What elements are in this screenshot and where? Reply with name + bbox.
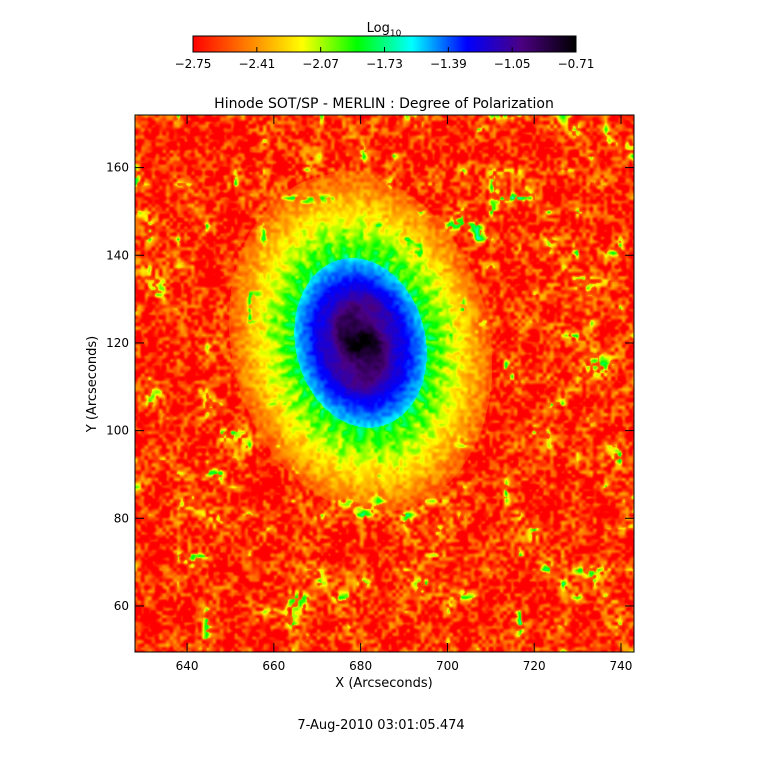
x-axis-label: X (Arcseconds)	[335, 676, 432, 691]
colorbar-tick-label: −0.71	[558, 57, 595, 71]
x-tick-label: 660	[262, 659, 285, 673]
y-axis: 60 80 100 120 140 160	[106, 161, 634, 613]
y-tick-label: 120	[106, 336, 129, 350]
chart-title: Hinode SOT/SP - MERLIN : Degree of Polar…	[214, 96, 554, 112]
colorbar-tick-label: −2.41	[238, 57, 275, 71]
colorbar: Log10 −2.75 −2.41 −2.07 −1.73 −1.39 −1.05 −0.7…	[175, 21, 595, 71]
plot-area: 640 660 680 700 720 740 60 80 100 120 140 160	[106, 114, 635, 673]
colorbar-tick-label: −2.07	[302, 57, 339, 71]
colorbar-label-base: Log	[367, 21, 390, 36]
colorbar-tick-label: −2.75	[175, 57, 212, 71]
colorbar-ticks: −2.75 −2.41 −2.07 −1.73 −1.39 −1.05 −0.71	[175, 47, 595, 71]
y-axis-label: Y (Arcseconds)	[85, 336, 100, 433]
heatmap-image	[135, 115, 634, 652]
x-axis: 640 660 680 700 720 740	[176, 115, 633, 673]
plot-frame	[134, 114, 635, 653]
colorbar-label: Log10	[367, 21, 402, 39]
heatmap-image-container	[135, 115, 634, 652]
y-tick-label: 140	[106, 248, 129, 262]
y-tick-label: 100	[106, 424, 129, 438]
colorbar-tick-label: −1.73	[366, 57, 403, 71]
x-tick-label: 740	[610, 659, 633, 673]
y-tick-label: 80	[114, 511, 129, 525]
colorbar-label-subscript: 10	[390, 29, 402, 39]
x-tick-label: 720	[523, 659, 546, 673]
y-tick-label: 160	[106, 161, 129, 175]
y-tick-label: 60	[114, 599, 129, 613]
observation-timestamp: 7-Aug-2010 03:01:05.474	[297, 718, 464, 733]
x-tick-label: 700	[436, 659, 459, 673]
colorbar-tick-label: −1.05	[494, 57, 531, 71]
x-tick-label: 640	[176, 659, 199, 673]
colorbar-tick-label: −1.39	[430, 57, 467, 71]
x-tick-label: 680	[349, 659, 372, 673]
